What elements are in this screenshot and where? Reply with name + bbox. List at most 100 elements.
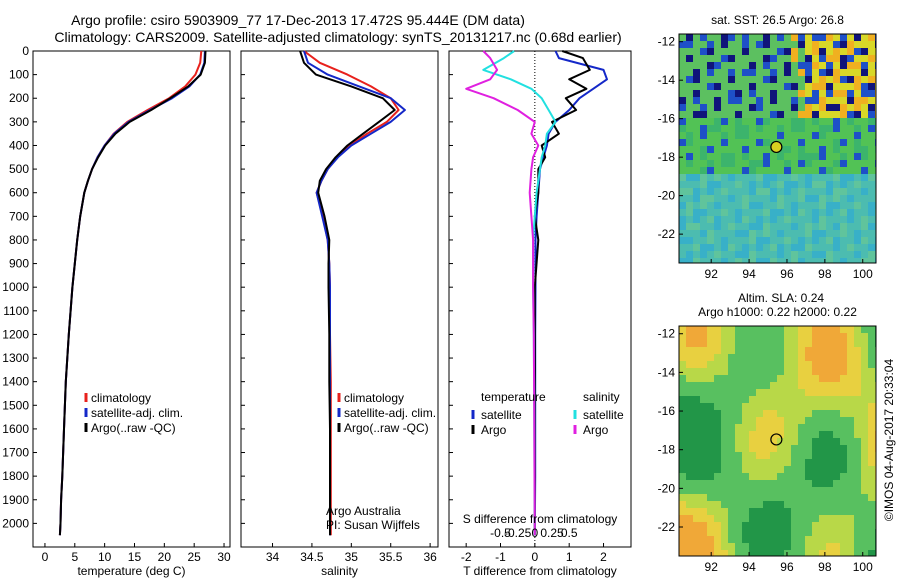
heatmap-cell — [728, 361, 735, 368]
heatmap-cell — [728, 382, 735, 389]
heatmap-cell — [679, 132, 686, 139]
heatmap-cell — [728, 501, 735, 508]
heatmap-cell — [686, 139, 693, 146]
heatmap-cell — [749, 146, 756, 153]
heatmap-cell — [833, 76, 840, 83]
heatmap-cell — [749, 62, 756, 69]
heatmap-cell — [868, 368, 875, 375]
heatmap-cell — [805, 452, 812, 459]
heatmap-cell — [833, 174, 840, 181]
heatmap-cell — [728, 473, 735, 480]
heatmap-cell — [756, 326, 763, 333]
heatmap-cell — [833, 410, 840, 417]
heatmap-cell — [812, 340, 819, 347]
heatmap-cell — [854, 396, 861, 403]
heatmap-cell — [805, 354, 812, 361]
heatmap-cell — [833, 167, 840, 174]
heatmap-cell — [721, 41, 728, 48]
heatmap-cell — [833, 181, 840, 188]
heatmap-cell — [791, 181, 798, 188]
heatmap-cell — [819, 536, 826, 543]
heatmap-cell — [819, 375, 826, 382]
heatmap-cell — [812, 389, 819, 396]
heatmap-cell — [847, 55, 854, 62]
heatmap-cell — [812, 522, 819, 529]
heatmap-cell — [735, 403, 742, 410]
heatmap-cell — [861, 515, 868, 522]
heatmap-cell — [868, 223, 875, 230]
heatmap-cell — [721, 438, 728, 445]
heatmap-cell — [728, 111, 735, 118]
heatmap-cell — [812, 368, 819, 375]
heatmap-cell — [721, 258, 728, 263]
heatmap-cell — [812, 174, 819, 181]
heatmap-cell — [833, 69, 840, 76]
heatmap-cell — [742, 230, 749, 237]
heatmap-cell — [819, 382, 826, 389]
heatmap-cell — [700, 424, 707, 431]
heatmap-cell — [854, 251, 861, 258]
heatmap-cell — [798, 258, 805, 263]
heatmap-cell — [854, 452, 861, 459]
heatmap-cell — [868, 501, 875, 508]
heatmap-cell — [749, 431, 756, 438]
heatmap-cell — [693, 382, 700, 389]
heatmap-cell — [679, 326, 686, 333]
heatmap-cell — [798, 508, 805, 515]
heatmap-cell — [868, 340, 875, 347]
heatmap-cell — [798, 76, 805, 83]
heatmap-cell — [833, 375, 840, 382]
heatmap-cell — [707, 396, 714, 403]
heatmap-cell — [735, 417, 742, 424]
heatmap-cell — [854, 494, 861, 501]
heatmap-cell — [770, 361, 777, 368]
heatmap-cell — [735, 62, 742, 69]
heatmap-cell — [826, 529, 833, 536]
heatmap-cell — [819, 452, 826, 459]
heatmap-cell — [686, 459, 693, 466]
heatmap-cell — [861, 153, 868, 160]
heatmap-cell — [749, 382, 756, 389]
heatmap-cell — [861, 347, 868, 354]
heatmap-cell — [826, 146, 833, 153]
heatmap-cell — [693, 209, 700, 216]
heatmap-cell — [868, 431, 875, 438]
heatmap-cell — [784, 111, 791, 118]
heatmap-cell — [721, 97, 728, 104]
heatmap-cell — [707, 354, 714, 361]
heatmap-cell — [861, 55, 868, 62]
heatmap-cell — [721, 480, 728, 487]
heatmap-cell — [728, 258, 735, 263]
heatmap-cell — [700, 522, 707, 529]
heatmap-cell — [742, 431, 749, 438]
lat-tick-label: -20 — [658, 481, 676, 495]
heatmap-cell — [805, 417, 812, 424]
heatmap-cell — [749, 251, 756, 258]
heatmap-cell — [707, 326, 714, 333]
x-tick-label: 35 — [345, 550, 359, 564]
heatmap-cell — [749, 438, 756, 445]
heatmap-cell — [693, 195, 700, 202]
heatmap-cell — [868, 153, 875, 160]
heatmap-cell — [770, 438, 777, 445]
heatmap-cell — [735, 125, 742, 132]
heatmap-cell — [854, 347, 861, 354]
heatmap-cell — [854, 237, 861, 244]
heatmap-cell — [763, 361, 770, 368]
heatmap-cell — [763, 550, 770, 556]
heatmap-cell — [679, 167, 686, 174]
heatmap-cell — [798, 473, 805, 480]
heatmap-cell — [840, 223, 847, 230]
heatmap-cell — [749, 389, 756, 396]
heatmap-cell — [770, 195, 777, 202]
heatmap-cell — [805, 403, 812, 410]
heatmap-cell — [784, 195, 791, 202]
heatmap-cell — [707, 515, 714, 522]
heatmap-cell — [756, 403, 763, 410]
legend-title: temperature — [481, 390, 546, 404]
heatmap-cell — [812, 445, 819, 452]
heatmap-cell — [742, 153, 749, 160]
heatmap-cell — [770, 83, 777, 90]
heatmap-cell — [854, 209, 861, 216]
heatmap-cell — [784, 368, 791, 375]
